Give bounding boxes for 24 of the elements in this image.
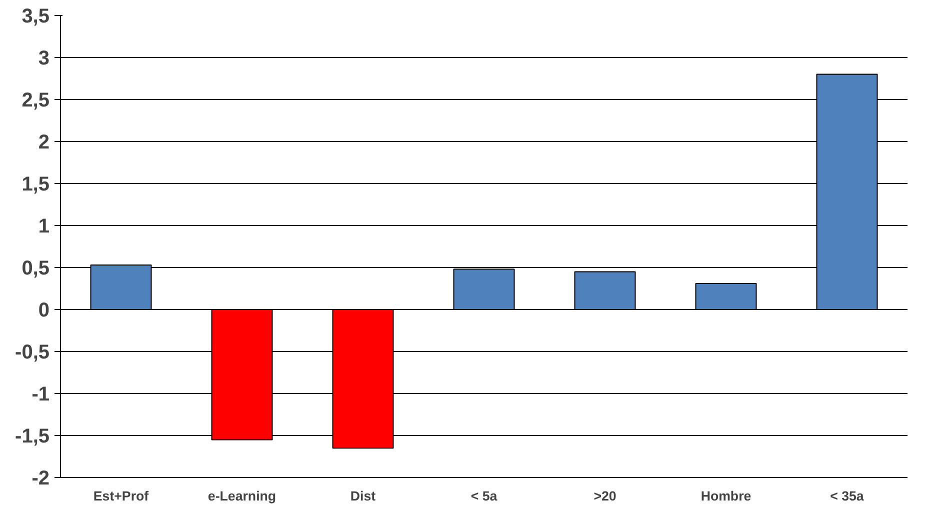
bar [574,271,636,310]
y-tick-label: 2,5 [22,90,50,112]
x-tick-label: Hombre [700,488,752,504]
bar [90,264,152,310]
y-tick-label: -1,5 [15,426,50,448]
y-tick-label: -0,5 [15,342,50,364]
x-tick-label: < 35a [830,488,864,504]
x-tick-label: Est+Prof [93,488,150,504]
y-tick-label: 2 [38,132,50,154]
x-tick-label: >20 [594,488,616,504]
y-tick-label: 3 [38,48,50,70]
bar [695,282,757,310]
y-tick-label: 1 [38,216,50,238]
x-tick-label: Dist [350,488,376,504]
y-tick-label: 3,5 [22,6,50,28]
bar [816,74,878,310]
y-tick-label: -2 [32,468,50,490]
x-tick-label: e-Learning [208,488,276,504]
x-tick-label: < 5a [470,488,498,504]
bar [453,268,515,310]
y-tick-label: 1,5 [22,174,50,196]
y-tick-label: 0,5 [22,258,50,280]
y-tick-label: -1 [32,384,50,406]
y-tick-label: 0 [38,300,50,322]
